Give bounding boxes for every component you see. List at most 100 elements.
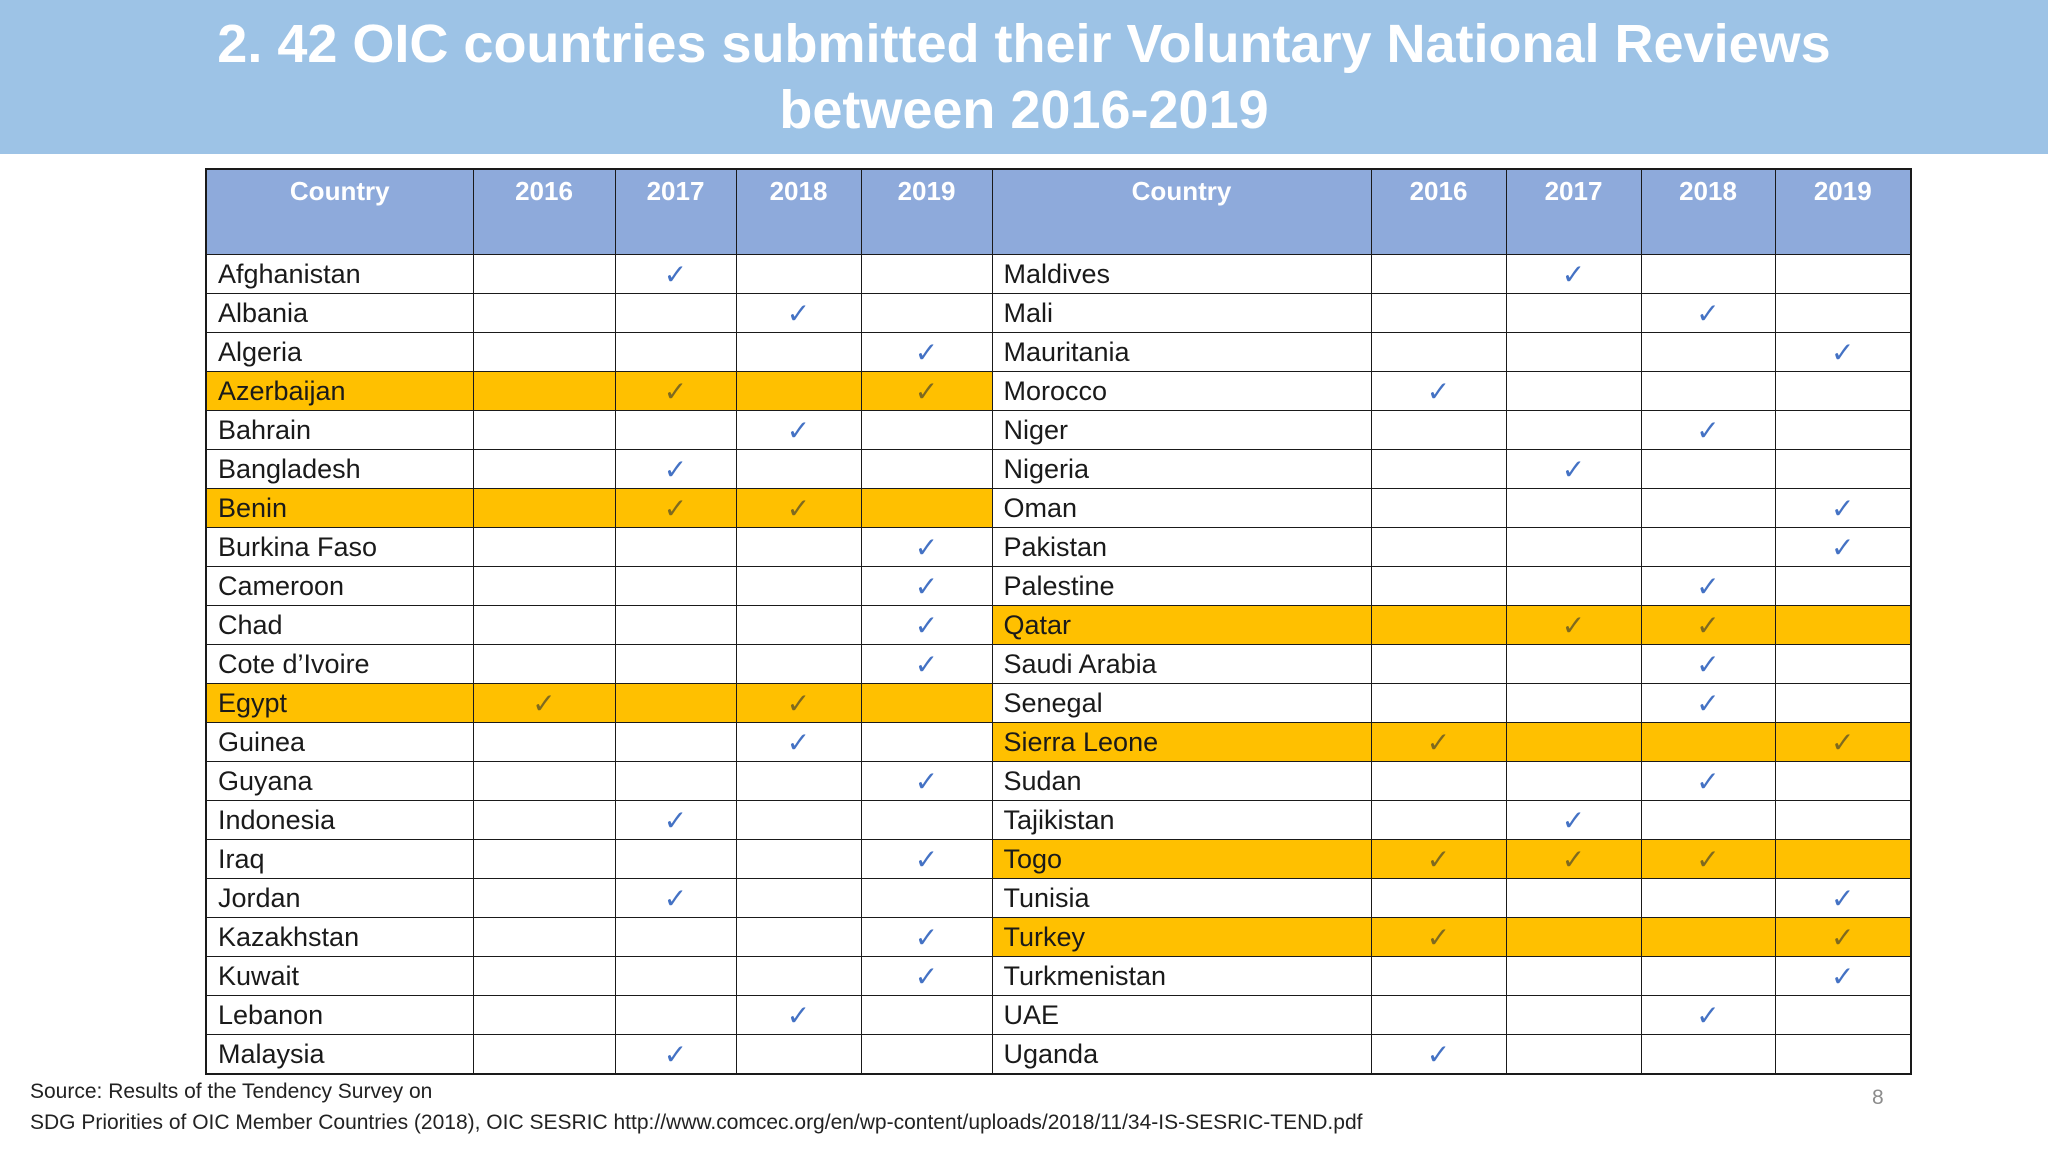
checkmark-icon: ✓: [663, 452, 688, 486]
checkmark-icon: ✓: [1426, 842, 1451, 876]
empty-cell-2016: [1370, 644, 1507, 684]
check-cell-2016: ✓: [1370, 839, 1507, 879]
empty-cell-2018: [735, 956, 862, 996]
checkmark-icon: ✓: [786, 296, 811, 330]
header-2018-left: 2018: [735, 168, 862, 255]
empty-cell-2016: [1370, 488, 1507, 528]
empty-cell-2019: [1774, 761, 1912, 801]
empty-cell-2018: [735, 254, 862, 294]
check-cell-2019: ✓: [860, 605, 993, 645]
empty-cell-2017: [1505, 488, 1642, 528]
checkmark-icon: ✓: [914, 842, 939, 876]
empty-cell-2018: [1640, 956, 1776, 996]
table-row: Azerbaijan ✓ ✓ Morocco ✓: [205, 371, 1912, 411]
country-cell-left: Chad: [205, 605, 474, 645]
empty-cell-2016: [472, 722, 616, 762]
country-cell-left: Guyana: [205, 761, 474, 801]
empty-cell-2018: [1640, 917, 1776, 957]
empty-cell-2016: [1370, 527, 1507, 567]
check-cell-2019: ✓: [860, 332, 993, 372]
check-cell-2016: ✓: [472, 683, 616, 723]
check-cell-2017: ✓: [1505, 839, 1642, 879]
page-number: 8: [1872, 1086, 1884, 1109]
empty-cell-2016: [472, 956, 616, 996]
checkmark-icon: ✓: [786, 725, 811, 759]
table-row: Indonesia ✓ Tajikistan ✓: [205, 800, 1912, 840]
country-cell-left: Algeria: [205, 332, 474, 372]
empty-cell-2018: [1640, 800, 1776, 840]
check-cell-2017: ✓: [614, 1034, 737, 1075]
country-cell-right: Pakistan: [991, 527, 1372, 567]
country-cell-right: Mali: [991, 293, 1372, 333]
checkmark-icon: ✓: [663, 803, 688, 837]
check-cell-2017: ✓: [614, 488, 737, 528]
empty-cell-2018: [735, 917, 862, 957]
empty-cell-2019: [1774, 800, 1912, 840]
empty-cell-2016: [472, 488, 616, 528]
checkmark-icon: ✓: [1426, 725, 1451, 759]
table-row: Algeria ✓ Mauritania ✓: [205, 332, 1912, 372]
table-row: Bahrain ✓ Niger ✓: [205, 410, 1912, 450]
empty-cell-2019: [1774, 605, 1912, 645]
source-line-2: SDG Priorities of OIC Member Countries (…: [30, 1111, 1363, 1134]
table-row: Egypt ✓ ✓ Senegal ✓: [205, 683, 1912, 723]
vnr-submission-table: Country 2016 2017 2018 2019 Country 2016…: [205, 168, 1912, 1075]
checkmark-icon: ✓: [663, 374, 688, 408]
header-2019-right: 2019: [1774, 168, 1912, 255]
country-cell-left: Kazakhstan: [205, 917, 474, 957]
empty-cell-2018: [1640, 332, 1776, 372]
check-cell-2016: ✓: [1370, 917, 1507, 957]
check-cell-2017: ✓: [614, 449, 737, 489]
check-cell-2019: ✓: [1774, 878, 1912, 918]
empty-cell-2017: [614, 644, 737, 684]
empty-cell-2017: [614, 995, 737, 1035]
checkmark-icon: ✓: [1696, 842, 1720, 876]
empty-cell-2016: [472, 332, 616, 372]
checkmark-icon: ✓: [663, 257, 688, 291]
check-cell-2016: ✓: [1370, 1034, 1507, 1075]
empty-cell-2018: [735, 449, 862, 489]
check-cell-2018: ✓: [735, 683, 862, 723]
table-header-row: Country 2016 2017 2018 2019 Country 2016…: [205, 168, 1912, 255]
check-cell-2018: ✓: [735, 488, 862, 528]
empty-cell-2016: [472, 605, 616, 645]
checkmark-icon: ✓: [532, 686, 556, 720]
checkmark-icon: ✓: [914, 959, 939, 993]
checkmark-icon: ✓: [1696, 608, 1720, 642]
empty-cell-2017: [614, 683, 737, 723]
country-cell-right: Senegal: [991, 683, 1372, 723]
country-cell-left: Lebanon: [205, 995, 474, 1035]
country-cell-right: Uganda: [991, 1034, 1372, 1075]
empty-cell-2017: [1505, 722, 1642, 762]
checkmark-icon: ✓: [914, 530, 939, 564]
empty-cell-2019: [1774, 995, 1912, 1035]
country-cell-left: Egypt: [205, 683, 474, 723]
checkmark-icon: ✓: [914, 335, 939, 369]
empty-cell-2018: [1640, 1034, 1776, 1075]
empty-cell-2016: [472, 449, 616, 489]
empty-cell-2017: [614, 332, 737, 372]
check-cell-2019: ✓: [1774, 332, 1912, 372]
empty-cell-2016: [1370, 878, 1507, 918]
header-2018-right: 2018: [1640, 168, 1776, 255]
country-cell-right: Qatar: [991, 605, 1372, 645]
table-row: Chad ✓ Qatar ✓ ✓: [205, 605, 1912, 645]
empty-cell-2018: [1640, 527, 1776, 567]
check-cell-2018: ✓: [735, 722, 862, 762]
empty-cell-2017: [1505, 332, 1642, 372]
check-cell-2018: ✓: [1640, 644, 1776, 684]
checkmark-icon: ✓: [1831, 725, 1855, 759]
check-cell-2017: ✓: [1505, 800, 1642, 840]
country-cell-right: Togo: [991, 839, 1372, 879]
empty-cell-2016: [472, 410, 616, 450]
checkmark-icon: ✓: [1831, 881, 1855, 915]
table-row: Cameroon ✓ Palestine ✓: [205, 566, 1912, 606]
country-cell-left: Cameroon: [205, 566, 474, 606]
country-cell-left: Benin: [205, 488, 474, 528]
empty-cell-2018: [1640, 449, 1776, 489]
empty-cell-2017: [1505, 683, 1642, 723]
table-row: Benin ✓ ✓ Oman ✓: [205, 488, 1912, 528]
empty-cell-2016: [472, 995, 616, 1035]
checkmark-icon: ✓: [1696, 647, 1720, 681]
check-cell-2018: ✓: [1640, 566, 1776, 606]
